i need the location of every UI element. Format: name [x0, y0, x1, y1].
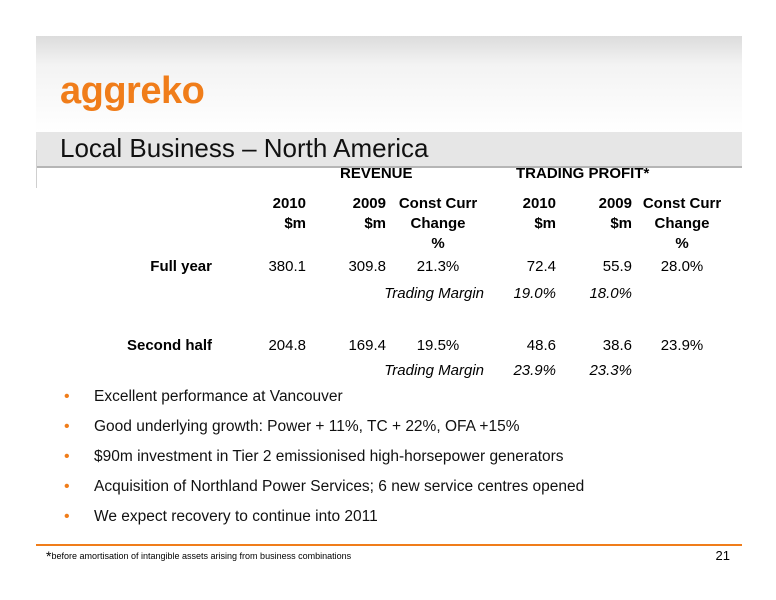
table-cell: 21.3% — [416, 258, 460, 275]
table-cell: 309.8 — [348, 258, 386, 275]
footnote-text: before amortisation of intangible assets… — [51, 551, 352, 561]
trading-margin-label: Trading Margin — [384, 362, 484, 379]
column-header-profit-change: Const Curr Change % — [642, 195, 722, 252]
column-header-revenue-2010: 2010 $m — [272, 195, 306, 232]
table-cell: 169.4 — [348, 337, 386, 354]
table-cell: 380.1 — [268, 258, 306, 275]
bullet-text: $90m investment in Tier 2 emissionised h… — [94, 448, 564, 465]
bullet-icon: • — [64, 418, 70, 435]
list-item: • Good underlying growth: Power + 11%, TC… — [62, 416, 584, 446]
footnote: *before amortisation of intangible asset… — [46, 548, 351, 564]
bullet-text: We expect recovery to continue into 2011 — [94, 508, 378, 525]
table-cell: 23.9% — [660, 337, 704, 354]
bullet-icon: • — [64, 448, 70, 465]
trading-margin-value: 23.9% — [513, 362, 556, 379]
header-band — [36, 36, 742, 132]
bullet-text: Acquisition of Northland Power Services;… — [94, 478, 585, 495]
left-divider — [36, 150, 37, 188]
list-item: • Excellent performance at Vancouver — [62, 386, 584, 416]
bullet-icon: • — [64, 478, 70, 495]
page-number: 21 — [715, 548, 730, 563]
trading-margin-value: 23.3% — [589, 362, 632, 379]
table-cell: 204.8 — [268, 337, 306, 354]
trading-margin-label: Trading Margin — [384, 285, 484, 302]
bullet-list: • Excellent performance at Vancouver • Goo… — [62, 386, 584, 536]
page-title: Local Business – North America — [60, 133, 429, 163]
column-header-revenue-2009: 2009 $m — [352, 195, 386, 232]
trading-margin-value: 18.0% — [589, 285, 632, 302]
list-item: • $90m investment in Tier 2 emissionised … — [62, 446, 584, 476]
row-label-second-half: Second half — [126, 337, 212, 354]
title-band — [36, 132, 742, 166]
table-cell: 28.0% — [660, 258, 704, 275]
row-label-full-year: Full year — [150, 258, 212, 275]
aggreko-logo: aggreko — [60, 70, 205, 112]
bullet-icon: • — [64, 388, 70, 405]
trading-margin-value: 19.0% — [513, 285, 556, 302]
column-header-revenue-change: Const Curr Change % — [398, 195, 478, 252]
column-header-profit-2009: 2009 $m — [598, 195, 632, 232]
list-item: • Acquisition of Northland Power Services… — [62, 476, 584, 506]
table-cell: 55.9 — [602, 258, 632, 275]
bullet-text: Excellent performance at Vancouver — [94, 388, 343, 405]
trading-profit-group-header: TRADING PROFIT* — [516, 165, 650, 182]
bullet-icon: • — [64, 508, 70, 525]
bullet-text: Good underlying growth: Power + 11%, TC … — [94, 418, 520, 435]
table-cell: 48.6 — [526, 337, 556, 354]
footer-divider — [36, 544, 742, 546]
table-cell: 72.4 — [526, 258, 556, 275]
table-cell: 38.6 — [602, 337, 632, 354]
footnote-marker: * — [46, 548, 52, 564]
title-divider — [36, 166, 742, 168]
revenue-group-header: REVENUE — [340, 165, 413, 182]
column-header-profit-2010: 2010 $m — [522, 195, 556, 232]
list-item: • We expect recovery to continue into 201… — [62, 506, 584, 536]
table-cell: 19.5% — [416, 337, 460, 354]
